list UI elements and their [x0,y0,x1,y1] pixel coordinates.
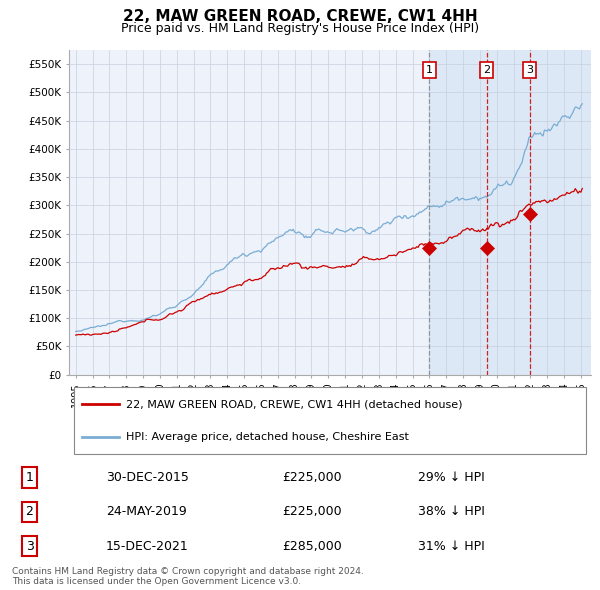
Text: 22, MAW GREEN ROAD, CREWE, CW1 4HH (detached house): 22, MAW GREEN ROAD, CREWE, CW1 4HH (deta… [127,399,463,409]
Text: This data is licensed under the Open Government Licence v3.0.: This data is licensed under the Open Gov… [12,577,301,586]
Text: £285,000: £285,000 [283,539,342,553]
Text: 15-DEC-2021: 15-DEC-2021 [106,539,189,553]
Text: 3: 3 [26,539,34,553]
Text: Contains HM Land Registry data © Crown copyright and database right 2024.: Contains HM Land Registry data © Crown c… [12,567,364,576]
Text: 3: 3 [526,65,533,75]
Text: £225,000: £225,000 [283,471,342,484]
Text: 38% ↓ HPI: 38% ↓ HPI [418,505,484,518]
Text: HPI: Average price, detached house, Cheshire East: HPI: Average price, detached house, Ches… [127,432,409,441]
Text: £225,000: £225,000 [283,505,342,518]
Text: 31% ↓ HPI: 31% ↓ HPI [418,539,484,553]
Text: 1: 1 [26,471,34,484]
Text: 2: 2 [483,65,490,75]
Text: 2: 2 [26,505,34,518]
Text: Price paid vs. HM Land Registry's House Price Index (HPI): Price paid vs. HM Land Registry's House … [121,22,479,35]
Text: 24-MAY-2019: 24-MAY-2019 [106,505,187,518]
Text: 29% ↓ HPI: 29% ↓ HPI [418,471,484,484]
Text: 22, MAW GREEN ROAD, CREWE, CW1 4HH: 22, MAW GREEN ROAD, CREWE, CW1 4HH [122,9,478,24]
FancyBboxPatch shape [74,387,586,454]
Bar [430,50,591,375]
Text: 1: 1 [426,65,433,75]
Text: 30-DEC-2015: 30-DEC-2015 [106,471,189,484]
